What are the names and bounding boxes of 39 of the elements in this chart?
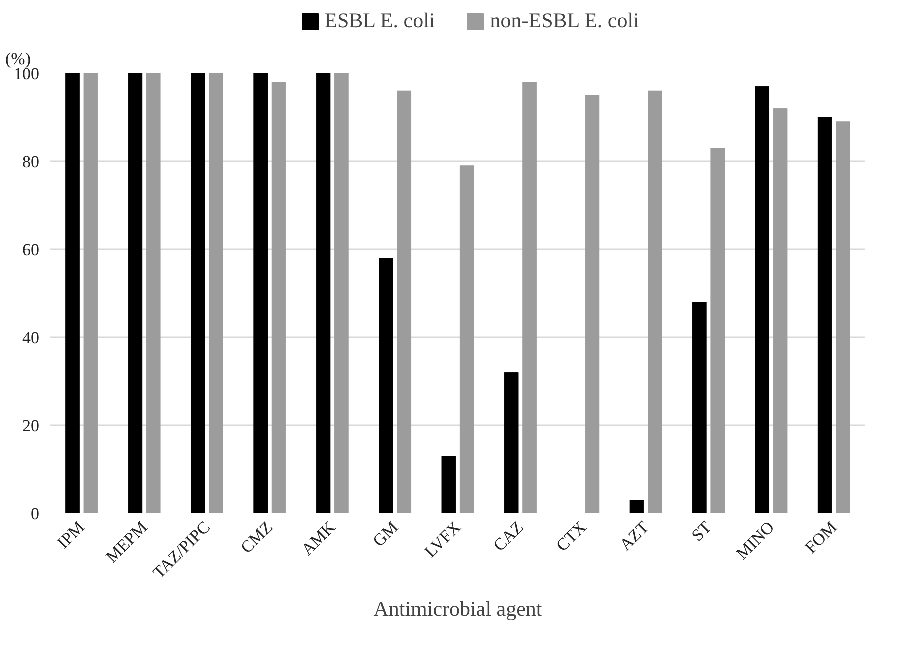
legend-label: ESBL E. coli xyxy=(324,8,436,34)
bar xyxy=(504,372,519,514)
bar xyxy=(66,74,80,514)
bar xyxy=(379,258,394,514)
y-tick-label: 40 xyxy=(22,328,40,348)
legend-label: non-ESBL E. coli xyxy=(490,8,640,34)
bar xyxy=(442,456,456,514)
x-tick-label: CAZ xyxy=(490,518,528,556)
bar xyxy=(522,82,537,514)
y-axis-title: (%) xyxy=(6,50,31,68)
y-tick-label: 80 xyxy=(22,152,40,172)
bar xyxy=(710,148,726,514)
bar xyxy=(190,74,206,514)
bar xyxy=(755,86,770,514)
bar xyxy=(209,74,224,514)
bar xyxy=(84,74,98,514)
bar xyxy=(128,74,143,514)
x-tick-label: IPM xyxy=(54,518,89,553)
bar xyxy=(836,122,850,514)
bar xyxy=(773,108,788,514)
y-tick-label: 0 xyxy=(31,504,40,524)
x-tick-label: ST xyxy=(688,517,716,546)
bar xyxy=(146,74,161,514)
bar xyxy=(397,90,412,514)
bar xyxy=(334,74,349,514)
y-tick-label: 60 xyxy=(22,240,40,260)
bar xyxy=(630,500,644,514)
bar xyxy=(316,74,331,514)
bar xyxy=(818,117,832,514)
bar xyxy=(692,302,707,514)
x-tick-label: GM xyxy=(369,518,402,551)
x-tick-label: CTX xyxy=(552,518,590,556)
bar xyxy=(648,90,662,514)
bar xyxy=(272,82,286,514)
y-tick-label: 20 xyxy=(22,416,40,436)
bar xyxy=(585,95,600,514)
bar xyxy=(460,166,474,514)
bar xyxy=(254,74,268,514)
x-axis-title: Antimicrobial agent xyxy=(374,597,542,622)
